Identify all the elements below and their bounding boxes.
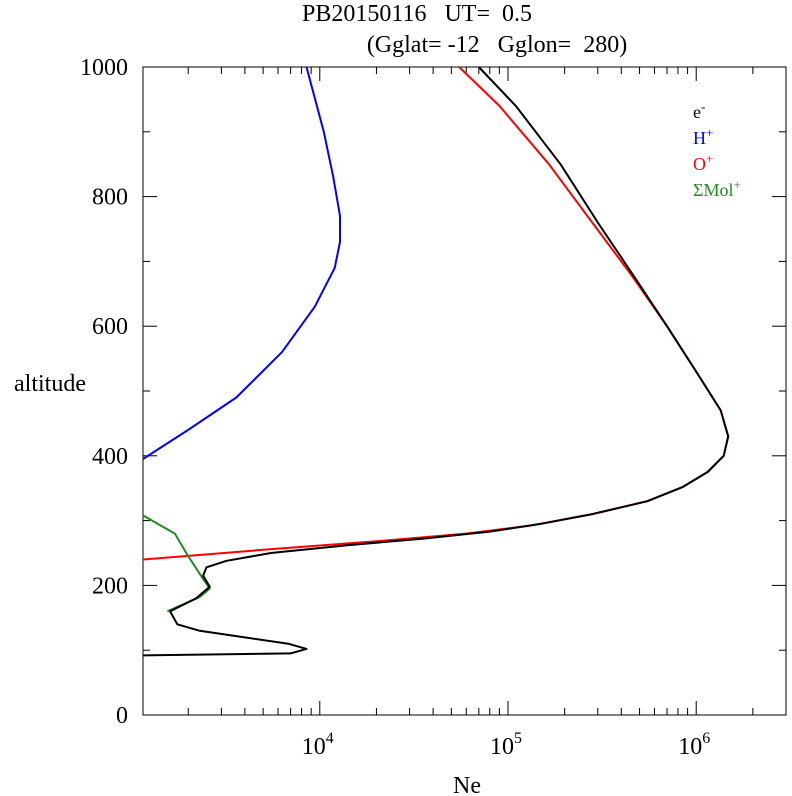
y-axis-label: altitude [14, 371, 86, 397]
y-tick-label: 400 [92, 444, 128, 470]
series-line [142, 66, 730, 561]
chart-title: PB20150116 UT= 0.5 [302, 1, 532, 27]
chart-subtitle: (Gglat= -12 Gglon= 280) [367, 32, 627, 58]
y-tick-label: 0 [116, 703, 128, 729]
x-tick-label: 105 [490, 730, 522, 760]
y-tick-label: 200 [92, 573, 128, 599]
series-line [142, 514, 211, 613]
y-tick-label: 600 [92, 314, 128, 340]
legend-entry: e- [693, 99, 705, 122]
x-tick-labels: 104 105 106 [302, 730, 710, 760]
series-line [142, 66, 341, 460]
y-tick-label: 800 [92, 185, 128, 211]
series-lines [142, 66, 730, 657]
legend-entry: O+ [693, 151, 713, 174]
legend-entry: H+ [693, 125, 713, 148]
x-tick-label: 106 [678, 730, 710, 760]
series-line [142, 66, 730, 657]
axis-ticks [143, 66, 787, 716]
legend: e- H+ O+ ΣMol+ [693, 99, 741, 200]
plot-frame [142, 66, 787, 716]
y-tick-labels: 0 200 400 600 800 1000 [80, 55, 128, 729]
y-tick-label: 1000 [80, 55, 128, 81]
x-tick-label: 104 [302, 730, 334, 760]
x-axis-label: Ne [453, 773, 481, 796]
legend-entry: ΣMol+ [693, 177, 741, 200]
